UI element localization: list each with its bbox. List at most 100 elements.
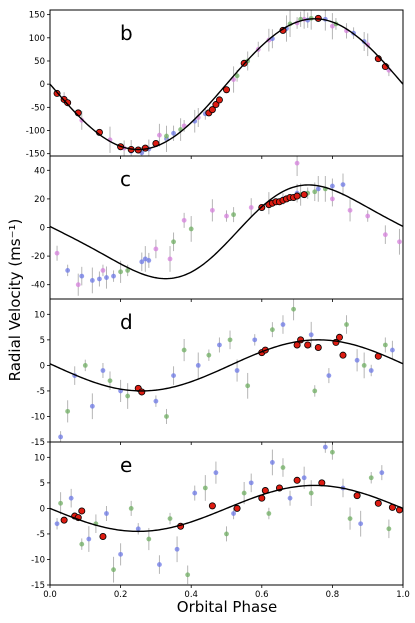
data-point-magenta (382, 232, 388, 238)
data-point-green (58, 500, 63, 506)
data-point-red (353, 492, 361, 500)
data-point-green (344, 322, 349, 327)
data-point-green (266, 511, 272, 516)
plot-area (50, 156, 403, 296)
y-tick-label: 5 (40, 336, 45, 346)
data-point-green (171, 239, 176, 245)
data-point-red (293, 192, 301, 200)
data-point-red (222, 86, 230, 94)
y-tick-label: -100 (26, 127, 45, 137)
data-point-magenta (181, 217, 187, 223)
data-point-green (361, 362, 367, 368)
data-point-red (215, 96, 223, 104)
data-point-green (79, 541, 85, 547)
data-point-green (227, 337, 233, 343)
data-point-blue (234, 368, 240, 373)
data-point-blue (135, 526, 141, 532)
data-point-green (291, 306, 296, 312)
y-tick-label: 10 (34, 453, 45, 463)
y-tick-label: 20 (34, 195, 45, 205)
data-point-green (167, 516, 173, 522)
data-point-green (118, 269, 123, 275)
data-point-green (312, 189, 318, 195)
y-tick-label: 0 (40, 224, 45, 234)
data-point-green (164, 133, 169, 139)
data-point-blue (315, 186, 321, 192)
data-point-blue (280, 322, 286, 327)
y-tick-label: 40 (34, 166, 45, 176)
data-point-red (233, 504, 241, 512)
data-point-blue (118, 551, 123, 557)
data-point-blue (287, 495, 293, 501)
data-point-magenta (100, 268, 106, 273)
data-point-green (280, 465, 286, 470)
y-tick-label: -5 (37, 530, 45, 540)
data-point-magenta (347, 207, 353, 213)
data-point-green (181, 347, 187, 353)
model-curve (50, 484, 403, 533)
y-tick-label: 0 (40, 504, 45, 514)
data-point-blue (58, 434, 63, 440)
model-curve (50, 184, 403, 280)
y-tick-label: -20 (31, 252, 45, 262)
y-tick-label: -50 (31, 103, 45, 113)
data-point-magenta (157, 132, 162, 138)
data-point-blue (79, 273, 85, 279)
data-point-red (304, 341, 312, 349)
data-point-green (111, 567, 116, 573)
data-point-green (188, 226, 194, 232)
data-point-blue (157, 562, 162, 567)
data-point-red (60, 516, 68, 524)
x-tick-label: 0.6 (255, 590, 269, 600)
panel-c: -40 -20 0 20 40 c (31, 155, 404, 302)
data-point-red (78, 507, 86, 515)
data-point-green (382, 342, 388, 348)
y-tick-label: 0 (40, 361, 45, 371)
data-point-green (308, 490, 314, 496)
data-point-magenta (294, 160, 300, 166)
data-point-green (234, 73, 240, 79)
data-point-red (138, 388, 146, 396)
data-point-green (185, 572, 191, 578)
data-point-blue (192, 490, 198, 496)
x-tick-label: 0.4 (184, 590, 198, 600)
data-point-red (99, 532, 107, 540)
y-tick-label: -15 (31, 581, 45, 591)
data-point-blue (89, 278, 95, 283)
data-point-blue (269, 460, 275, 465)
y-tick-label: 5 (40, 479, 45, 489)
data-point-green (347, 516, 353, 522)
data-point-blue (340, 182, 346, 188)
data-point-green (330, 449, 335, 455)
data-point-blue (217, 342, 222, 348)
data-point-green (241, 490, 247, 496)
data-point-green (125, 268, 131, 273)
data-point-blue (139, 259, 145, 265)
data-point-blue (104, 511, 109, 516)
x-tick-label: 1.0 (396, 590, 410, 600)
data-point-blue (174, 546, 180, 552)
data-point-blue (153, 398, 159, 404)
data-point-magenta (209, 207, 215, 213)
data-point-green (224, 531, 229, 537)
x-tick-label: 0.8 (326, 590, 340, 600)
data-point-blue (146, 257, 152, 263)
data-point-green (107, 378, 113, 384)
data-point-blue (379, 470, 385, 476)
data-point-green (312, 388, 318, 394)
data-point-red (293, 476, 301, 484)
model-curve (50, 18, 403, 151)
data-point-blue (358, 521, 364, 527)
data-point-blue (171, 373, 176, 379)
panel-b: -150 -100 -50 0 50 100 150 b (26, 9, 404, 160)
data-point-red (314, 344, 322, 352)
data-point-blue (248, 480, 254, 486)
data-point-magenta (330, 23, 335, 29)
y-tick-label: -10 (31, 555, 45, 565)
data-point-green (386, 526, 392, 532)
data-point-magenta (79, 117, 85, 123)
plot-area (50, 299, 403, 442)
panel-e: -15 -10 -5 0 5 10 0.0 0.2 0.4 0.6 0.8 1.0 e (31, 441, 410, 600)
data-point-red (335, 333, 343, 341)
